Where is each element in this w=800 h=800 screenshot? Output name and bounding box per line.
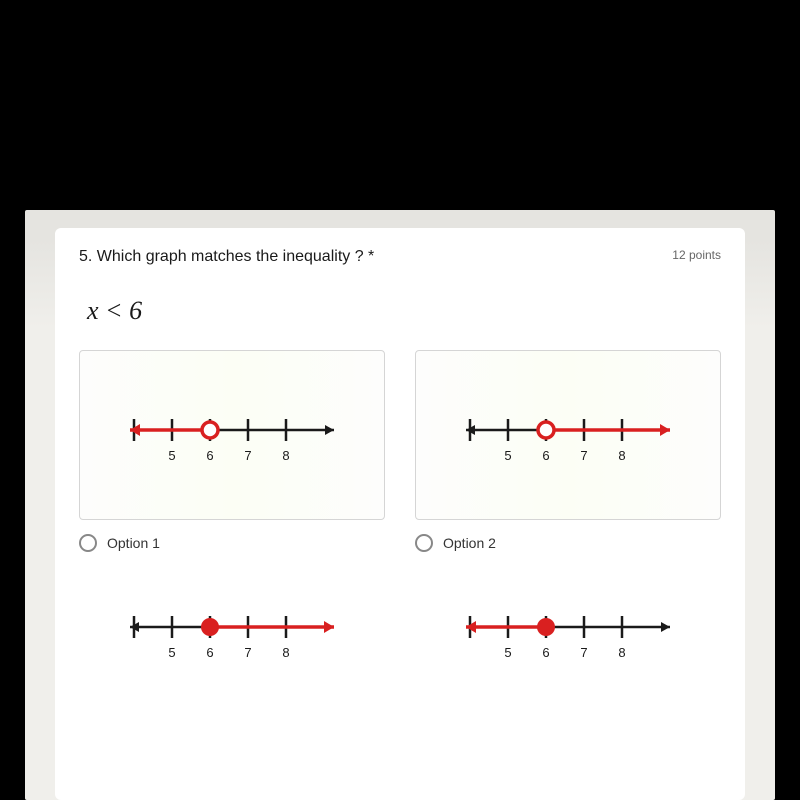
- svg-text:5: 5: [168, 645, 175, 660]
- inequality-expression: x < 6: [87, 296, 721, 326]
- option-4-graph: 5 6 7 8: [415, 592, 721, 672]
- svg-text:6: 6: [206, 645, 213, 660]
- option-2-graph: 5 6 7 8: [415, 350, 721, 520]
- svg-text:7: 7: [244, 448, 251, 463]
- option-1-label-row[interactable]: Option 1: [79, 534, 385, 552]
- svg-text:7: 7: [580, 645, 587, 660]
- question-header: 5. Which graph matches the inequality ? …: [79, 248, 721, 266]
- svg-text:8: 8: [618, 645, 625, 660]
- option-1-graph: 5 6 7 8: [79, 350, 385, 520]
- svg-text:7: 7: [244, 645, 251, 660]
- number-line-option-1: 5 6 7 8: [112, 390, 352, 480]
- option-1-label: Option 1: [107, 535, 160, 551]
- option-2-label: Option 2: [443, 535, 496, 551]
- svg-text:5: 5: [504, 448, 511, 463]
- number-line-option-2: 5 6 7 8: [448, 390, 688, 480]
- screen-area: 5. Which graph matches the inequality ? …: [25, 210, 775, 800]
- svg-text:6: 6: [542, 645, 549, 660]
- svg-text:7: 7: [580, 448, 587, 463]
- svg-text:5: 5: [504, 645, 511, 660]
- svg-text:6: 6: [542, 448, 549, 463]
- option-2-label-row[interactable]: Option 2: [415, 534, 721, 552]
- number-line-option-3: 5 6 7 8: [112, 587, 352, 677]
- points-text: 12 points: [672, 248, 721, 262]
- question-text: 5. Which graph matches the inequality ? …: [79, 248, 374, 266]
- svg-text:8: 8: [618, 448, 625, 463]
- option-3-graph: 5 6 7 8: [79, 592, 385, 672]
- radio-option-1[interactable]: [79, 534, 97, 552]
- option-1-col: 5 6 7 8 Option 1: [79, 350, 385, 552]
- svg-text:8: 8: [282, 645, 289, 660]
- number-line-option-4: 5 6 7 8: [448, 587, 688, 677]
- options-row-1: 5 6 7 8 Option 1 5 6 7 8 Option 2: [79, 350, 721, 552]
- svg-text:5: 5: [168, 448, 175, 463]
- options-row-2: 5 6 7 8 5 6 7 8: [79, 592, 721, 672]
- radio-option-2[interactable]: [415, 534, 433, 552]
- option-2-col: 5 6 7 8 Option 2: [415, 350, 721, 552]
- svg-text:6: 6: [206, 448, 213, 463]
- question-card: 5. Which graph matches the inequality ? …: [55, 228, 745, 800]
- svg-text:8: 8: [282, 448, 289, 463]
